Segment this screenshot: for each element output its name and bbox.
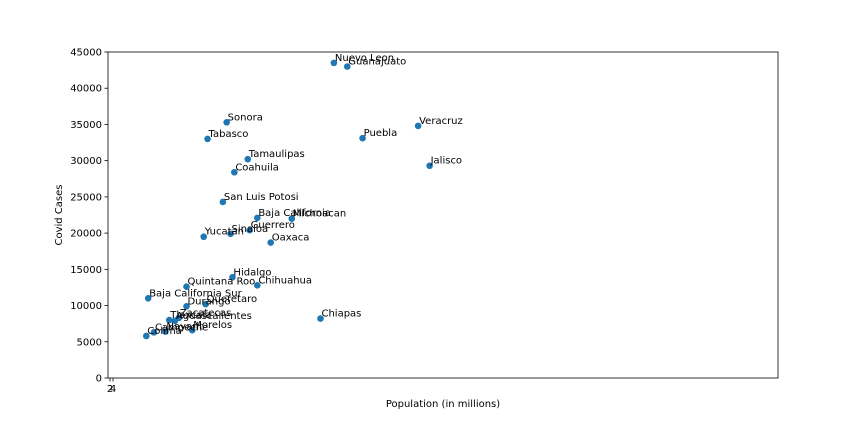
data-point <box>165 316 173 324</box>
plot-area <box>107 51 779 379</box>
point-label: Nuevo Leon <box>335 53 394 64</box>
x-axis-label: Population (in millions) <box>386 399 500 410</box>
data-point <box>204 135 211 143</box>
data-point <box>244 155 252 163</box>
point-label: Baja California <box>258 208 331 219</box>
data-point <box>183 283 190 291</box>
point-label: Durango <box>187 296 230 307</box>
data-points <box>142 59 433 340</box>
data-point <box>359 134 366 142</box>
x-axis-ticks: 24 <box>107 378 116 395</box>
y-tick-label: 20000 <box>70 229 102 240</box>
data-point <box>246 226 253 234</box>
point-label: Veracruz <box>419 116 463 127</box>
data-point <box>317 315 324 322</box>
x-tick-label: 4 <box>110 384 116 395</box>
point-label: Morelos <box>193 320 232 331</box>
point-label: Yucatan <box>204 227 244 238</box>
point-label: Tamaulipas <box>248 149 305 160</box>
point-label: Campeche <box>155 322 208 333</box>
point-label: Guanajuato <box>348 56 406 67</box>
y-tick-label: 35000 <box>70 120 102 131</box>
y-tick-label: 10000 <box>70 301 102 312</box>
data-point <box>144 295 152 302</box>
data-point <box>288 215 296 222</box>
data-point <box>162 328 169 335</box>
y-tick-label: 15000 <box>70 265 102 276</box>
data-point <box>202 300 209 308</box>
y-axis-ticks: 0 5000 10000 15000 20000 25000 30000 35000 40000… <box>70 48 108 385</box>
data-point <box>171 317 179 325</box>
point-label: Puebla <box>364 128 398 139</box>
data-point <box>330 59 338 67</box>
y-tick-label: 0 <box>96 374 102 385</box>
data-point <box>414 122 422 130</box>
point-label: Jalisco <box>430 156 462 167</box>
data-point <box>343 63 351 70</box>
point-label: Michoacan <box>293 209 346 220</box>
y-axis-label: Covid Cases <box>54 184 65 245</box>
point-label: Oaxaca <box>272 233 310 244</box>
y-tick-label: 25000 <box>70 192 102 203</box>
point-label: Zacatecas <box>180 308 232 319</box>
data-point <box>223 118 230 126</box>
y-tick-label: 40000 <box>70 84 102 95</box>
point-label: Chiapas <box>321 309 361 320</box>
data-point <box>200 233 208 241</box>
point-label: Queretaro <box>207 294 257 305</box>
data-point <box>231 168 238 176</box>
point-label: Coahuila <box>235 162 279 173</box>
point-label: Guerrero <box>251 220 295 231</box>
data-point <box>150 329 158 336</box>
point-label: Quintana Roo <box>187 277 255 288</box>
point-label: Nayarit <box>166 322 203 333</box>
data-point <box>219 198 227 206</box>
point-label: Tlaxcala <box>169 310 211 321</box>
x-tick-label: 2 <box>107 384 113 395</box>
data-point <box>142 332 150 340</box>
data-point <box>188 326 196 334</box>
point-label: San Luis Potosi <box>224 192 299 203</box>
data-point <box>227 230 234 238</box>
point-label: Sonora <box>228 112 263 123</box>
y-tick-label: 30000 <box>70 156 102 167</box>
data-point <box>267 239 275 246</box>
point-label: Colima <box>147 326 182 337</box>
point-label: Sinaloa <box>232 224 269 235</box>
y-tick-label: 5000 <box>77 337 102 348</box>
data-point <box>254 214 261 222</box>
data-point <box>426 162 433 170</box>
point-label: Baja California Sur <box>149 288 242 299</box>
data-point <box>229 274 236 281</box>
data-point <box>183 302 190 310</box>
y-tick-label: 45000 <box>70 48 102 59</box>
point-label: Chihuahua <box>258 275 312 286</box>
point-label: Aguascalientes <box>176 311 252 322</box>
point-label: Tabasco <box>208 129 249 140</box>
data-point <box>254 281 261 289</box>
point-label: Hidalgo <box>233 267 271 278</box>
